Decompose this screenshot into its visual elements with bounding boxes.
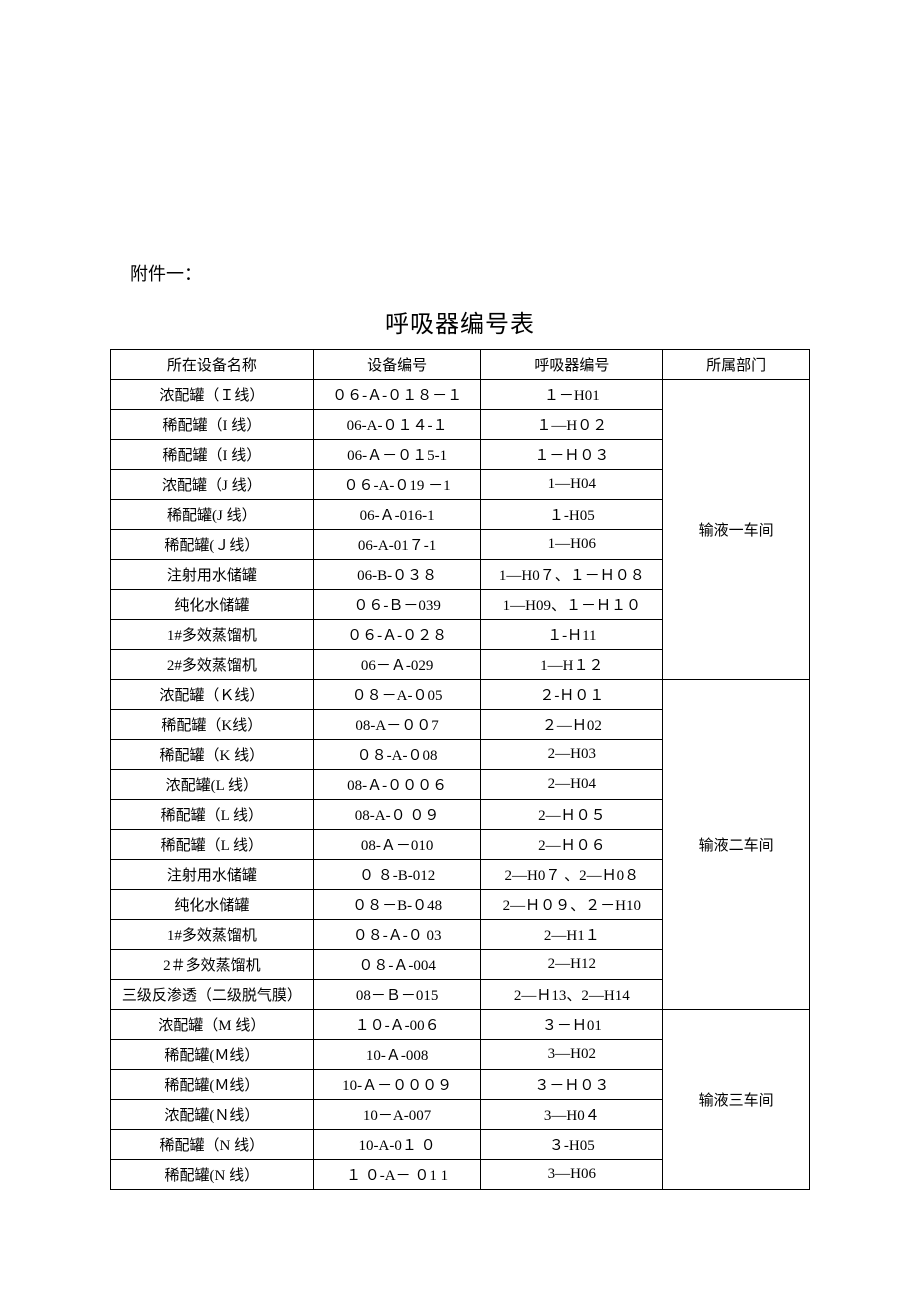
header-department: 所属部门 bbox=[663, 350, 810, 380]
cell-equipment-name: 浓配罐（Ｉ线） bbox=[111, 380, 314, 410]
cell-equipment-code: １０-Ａ-00６ bbox=[313, 1010, 481, 1040]
cell-breather-code: 1—H0７、１－Ｈ０８ bbox=[481, 560, 663, 590]
cell-equipment-code: ０８-Ａ-004 bbox=[313, 950, 481, 980]
cell-equipment-code: ０８－A-０05 bbox=[313, 680, 481, 710]
cell-breather-code: 1—H１２ bbox=[481, 650, 663, 680]
header-breather-code: 呼吸器编号 bbox=[481, 350, 663, 380]
cell-breather-code: 2—Ｈ０９、２－H10 bbox=[481, 890, 663, 920]
page-title: 呼吸器编号表 bbox=[110, 304, 810, 339]
cell-equipment-name: 1#多效蒸馏机 bbox=[111, 620, 314, 650]
cell-breather-code: 2—H04 bbox=[481, 770, 663, 800]
cell-equipment-name: 注射用水储罐 bbox=[111, 560, 314, 590]
cell-equipment-code: 08-A-０ ０９ bbox=[313, 800, 481, 830]
cell-breather-code: 2—Ｈ０５ bbox=[481, 800, 663, 830]
cell-equipment-code: 10-A-0１ ０ bbox=[313, 1130, 481, 1160]
cell-equipment-code: １ ０-A－ ０1 1 bbox=[313, 1160, 481, 1190]
cell-breather-code: ３－Ｈ０３ bbox=[481, 1070, 663, 1100]
cell-equipment-name: 浓配罐（M 线） bbox=[111, 1010, 314, 1040]
cell-equipment-code: ０８-A-０08 bbox=[313, 740, 481, 770]
cell-equipment-name: 稀配罐(J 线） bbox=[111, 500, 314, 530]
cell-equipment-name: 稀配罐(Ｍ线） bbox=[111, 1070, 314, 1100]
cell-equipment-code: 06－Ａ-029 bbox=[313, 650, 481, 680]
cell-equipment-code: 10-Ａ－０００９ bbox=[313, 1070, 481, 1100]
cell-equipment-name: 稀配罐(Ｍ线） bbox=[111, 1040, 314, 1070]
breather-table: 所在设备名称 设备编号 呼吸器编号 所属部门 浓配罐（Ｉ线）０６-Ａ-０１８－１… bbox=[110, 349, 810, 1190]
cell-breather-code: 2—H0７ 、2—Ｈ0８ bbox=[481, 860, 663, 890]
cell-equipment-code: 06-Ａ-016-1 bbox=[313, 500, 481, 530]
cell-equipment-code: ０８-Ａ-０ 03 bbox=[313, 920, 481, 950]
cell-equipment-code: ０６-Ｂ－039 bbox=[313, 590, 481, 620]
cell-breather-code: １-H05 bbox=[481, 500, 663, 530]
cell-equipment-name: 稀配罐（I 线） bbox=[111, 410, 314, 440]
cell-breather-code: ２-Ｈ０１ bbox=[481, 680, 663, 710]
cell-equipment-code: 10-Ａ-008 bbox=[313, 1040, 481, 1070]
cell-equipment-code: 08－Ｂ－015 bbox=[313, 980, 481, 1010]
cell-equipment-name: 稀配罐（L 线） bbox=[111, 830, 314, 860]
cell-equipment-name: 注射用水储罐 bbox=[111, 860, 314, 890]
cell-breather-code: １—H０２ bbox=[481, 410, 663, 440]
cell-breather-code: 1—H04 bbox=[481, 470, 663, 500]
cell-equipment-name: 稀配罐（K 线） bbox=[111, 740, 314, 770]
attachment-label: 附件一： bbox=[130, 260, 810, 286]
cell-equipment-name: 稀配罐（K线） bbox=[111, 710, 314, 740]
cell-breather-code: 3—H02 bbox=[481, 1040, 663, 1070]
cell-equipment-code: 10－A-007 bbox=[313, 1100, 481, 1130]
cell-equipment-code: ０ ８-B-012 bbox=[313, 860, 481, 890]
cell-equipment-name: 2＃多效蒸馏机 bbox=[111, 950, 314, 980]
cell-equipment-name: 纯化水储罐 bbox=[111, 890, 314, 920]
cell-equipment-code: 06-A-０１４-１ bbox=[313, 410, 481, 440]
cell-equipment-name: 稀配罐(Ｊ线） bbox=[111, 530, 314, 560]
header-equipment-name: 所在设备名称 bbox=[111, 350, 314, 380]
cell-breather-code: 2—Ｈ０６ bbox=[481, 830, 663, 860]
cell-equipment-name: 浓配罐(Ｎ线） bbox=[111, 1100, 314, 1130]
cell-equipment-name: 稀配罐（N 线） bbox=[111, 1130, 314, 1160]
cell-equipment-name: 纯化水储罐 bbox=[111, 590, 314, 620]
cell-breather-code: 1—H09、１－Ｈ１０ bbox=[481, 590, 663, 620]
cell-department: 输液二车间 bbox=[663, 680, 810, 1010]
cell-breather-code: １－Ｈ０３ bbox=[481, 440, 663, 470]
cell-equipment-name: 1#多效蒸馏机 bbox=[111, 920, 314, 950]
cell-breather-code: １－H01 bbox=[481, 380, 663, 410]
cell-equipment-code: 08-A－００7 bbox=[313, 710, 481, 740]
cell-breather-code: 2—H03 bbox=[481, 740, 663, 770]
cell-breather-code: ３-H05 bbox=[481, 1130, 663, 1160]
cell-breather-code: 2—H12 bbox=[481, 950, 663, 980]
table-header-row: 所在设备名称 设备编号 呼吸器编号 所属部门 bbox=[111, 350, 810, 380]
header-equipment-code: 设备编号 bbox=[313, 350, 481, 380]
cell-equipment-name: 稀配罐（L 线） bbox=[111, 800, 314, 830]
cell-equipment-code: ０６-Ａ-０２８ bbox=[313, 620, 481, 650]
cell-breather-code: ３－Ｈ01 bbox=[481, 1010, 663, 1040]
cell-breather-code: 3—H0４ bbox=[481, 1100, 663, 1130]
cell-breather-code: ２—Ｈ02 bbox=[481, 710, 663, 740]
table-row: 浓配罐（Ｉ线）０６-Ａ-０１８－１１－H01输液一车间 bbox=[111, 380, 810, 410]
cell-equipment-name: 稀配罐(N 线） bbox=[111, 1160, 314, 1190]
cell-equipment-name: 2#多效蒸馏机 bbox=[111, 650, 314, 680]
cell-department: 输液一车间 bbox=[663, 380, 810, 680]
cell-equipment-name: 稀配罐（I 线） bbox=[111, 440, 314, 470]
cell-breather-code: １-Ｈ11 bbox=[481, 620, 663, 650]
cell-equipment-code: 06-B-０３８ bbox=[313, 560, 481, 590]
cell-department: 输液三车间 bbox=[663, 1010, 810, 1190]
cell-equipment-code: 06-A-01７-1 bbox=[313, 530, 481, 560]
cell-equipment-name: 浓配罐（Ｋ线） bbox=[111, 680, 314, 710]
table-row: 浓配罐（M 线）１０-Ａ-00６３－Ｈ01输液三车间 bbox=[111, 1010, 810, 1040]
cell-equipment-code: 08-Ａ－010 bbox=[313, 830, 481, 860]
cell-equipment-code: ０８－B-０48 bbox=[313, 890, 481, 920]
cell-breather-code: 2—H1１ bbox=[481, 920, 663, 950]
cell-equipment-code: 08-Ａ-０００６ bbox=[313, 770, 481, 800]
table-row: 浓配罐（Ｋ线）０８－A-０05２-Ｈ０１输液二车间 bbox=[111, 680, 810, 710]
cell-breather-code: 3—H06 bbox=[481, 1160, 663, 1190]
cell-equipment-code: ０６-Ａ-０１８－１ bbox=[313, 380, 481, 410]
cell-equipment-code: ０６-A-０19 －1 bbox=[313, 470, 481, 500]
cell-breather-code: 2—Ｈ13、2—H14 bbox=[481, 980, 663, 1010]
cell-equipment-code: 06-Ａ－０１5-1 bbox=[313, 440, 481, 470]
cell-breather-code: 1—H06 bbox=[481, 530, 663, 560]
cell-equipment-name: 浓配罐(L 线） bbox=[111, 770, 314, 800]
cell-equipment-name: 三级反渗透（二级脱气膜） bbox=[111, 980, 314, 1010]
cell-equipment-name: 浓配罐（J 线） bbox=[111, 470, 314, 500]
